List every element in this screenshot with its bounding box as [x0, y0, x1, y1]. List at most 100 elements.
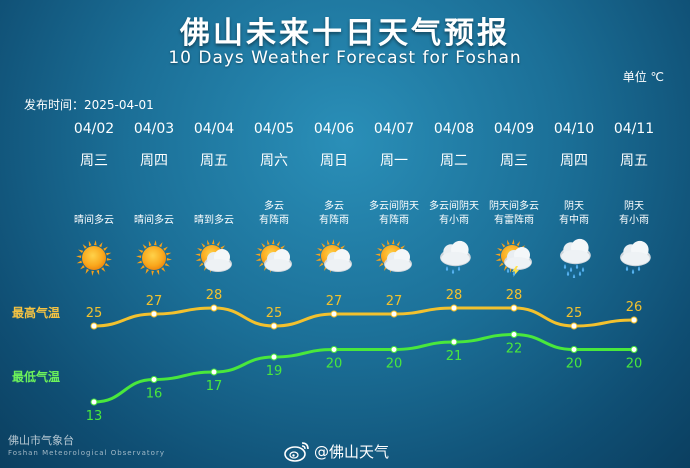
- high-temp-point: [150, 310, 158, 318]
- sun-cloud-icon: [254, 238, 294, 278]
- sun-cloud-icon: [194, 238, 234, 278]
- day-column: 04/11 周五 阴天 有小雨: [602, 120, 666, 275]
- unit-label: 单位 ℃: [622, 70, 664, 84]
- low-temp-point: [210, 368, 218, 376]
- high-temp-point: [90, 322, 98, 330]
- low-temp-point: [270, 353, 278, 361]
- day-description-line: 有阵雨: [379, 215, 409, 226]
- high-temp-point: [450, 304, 458, 312]
- day-weekday: 周二: [440, 153, 468, 169]
- day-date: 04/03: [133, 121, 175, 137]
- low-temp-point: [630, 346, 638, 353]
- day-description-line: 有小雨: [619, 215, 649, 226]
- high-temp-label: 最高气温: [12, 306, 61, 320]
- low-temp-point: [570, 346, 578, 353]
- high-temp-value-label: 25: [86, 306, 103, 321]
- low-temp-point: [150, 376, 158, 383]
- high-temp-point: [270, 322, 278, 330]
- day-weekday: 周三: [80, 153, 108, 169]
- low-temp-label: 最低气温: [12, 370, 61, 384]
- issue-date: 发布时间：2025-04-01: [24, 98, 154, 112]
- day-description-line: 阴天: [564, 201, 584, 212]
- day-date: 04/04: [193, 121, 235, 137]
- high-temp-value-label: 28: [206, 288, 223, 303]
- high-temp-point: [510, 304, 518, 312]
- day-date: 04/08: [433, 121, 475, 137]
- day-weekday: 周五: [200, 153, 228, 169]
- low-temp-value-label: 20: [566, 357, 583, 372]
- day-column: 04/06 周日 多云 有阵雨: [302, 120, 366, 273]
- high-temp-point: [210, 304, 218, 312]
- high-temp-value-label: 27: [386, 294, 403, 309]
- page-title: 佛山未来十日天气预报: [180, 16, 510, 51]
- day-description: 多云间阴天 有阵雨: [358, 198, 430, 228]
- low-temp-point: [510, 331, 518, 338]
- high-temp-point: [330, 310, 338, 318]
- low-temp-value-label: 16: [146, 387, 163, 402]
- day-date: 04/07: [373, 121, 415, 137]
- day-description: 多云 有阵雨: [238, 198, 310, 228]
- day-description-line: 有雷阵雨: [494, 215, 534, 226]
- day-weekday: 周六: [260, 153, 288, 169]
- day-description-line: 有阵雨: [259, 215, 289, 226]
- high-temp-value-label: 27: [326, 294, 343, 309]
- low-temp-point: [330, 346, 338, 353]
- observatory-name-en: Foshan Meteorological Observatory: [8, 449, 165, 457]
- low-temp-value-label: 13: [86, 409, 103, 424]
- day-description-line: 阴天间多云: [489, 201, 539, 212]
- high-temp-value-label: 28: [506, 288, 523, 303]
- high-temp-point: [390, 310, 398, 318]
- day-weekday: 周四: [560, 153, 588, 169]
- day-date: 04/11: [613, 121, 655, 137]
- day-description-line: 多云: [264, 201, 284, 212]
- low-temp-value-label: 17: [206, 379, 223, 394]
- high-temp-value-label: 26: [626, 300, 643, 315]
- day-description: 阴天间多云 有雷阵雨: [478, 198, 550, 228]
- day-description-line: 多云间阴天: [429, 201, 479, 212]
- day-column: 04/02 周三 晴间多云: [62, 120, 126, 276]
- low-temp-line: [93, 332, 634, 404]
- weibo-icon: [284, 442, 309, 462]
- day-date: 04/09: [493, 121, 535, 137]
- day-column: 04/05 周六 多云 有阵雨: [242, 120, 306, 273]
- low-temp-point: [450, 338, 458, 346]
- day-description: 晴间多云: [118, 198, 190, 228]
- observatory-name: 佛山市气象台: [8, 434, 74, 447]
- day-date: 04/06: [313, 121, 355, 137]
- sun-icon: [134, 238, 174, 278]
- day-weekday: 周一: [380, 153, 408, 169]
- day-description-line: 晴间多云: [74, 215, 114, 226]
- page-subtitle: 10 Days Weather Forecast for Foshan: [168, 48, 522, 68]
- low-temp-point: [90, 398, 98, 406]
- day-column: 04/08 周二 多云间阴天 有小雨: [422, 120, 486, 275]
- sun-cloud-icon: [314, 238, 354, 278]
- day-column: 04/04 周五 晴到多云: [182, 120, 246, 273]
- high-temp-value-label: 25: [566, 306, 583, 321]
- sun-thunder-icon: [494, 238, 534, 278]
- low-temp-value-label: 20: [386, 357, 403, 372]
- sun-icon: [74, 238, 114, 278]
- high-temp-line: [93, 306, 635, 328]
- day-column: 04/09 周三 阴天间多云 有雷阵雨: [482, 120, 546, 277]
- day-column: 04/10 周四 阴天 有中雨: [542, 120, 606, 280]
- day-description-line: 有中雨: [559, 215, 589, 226]
- high-temp-value-label: 27: [146, 294, 163, 309]
- day-description: 晴间多云: [58, 198, 130, 228]
- high-temp-point: [570, 322, 578, 330]
- day-column: 04/03 周四 晴间多云: [122, 120, 186, 276]
- sun-cloud-icon: [374, 238, 414, 278]
- day-description: 晴到多云: [178, 198, 250, 228]
- low-temp-value-label: 21: [446, 349, 463, 364]
- day-description-line: 多云: [324, 201, 344, 212]
- day-description: 阴天 有中雨: [538, 198, 610, 228]
- day-description-line: 有小雨: [439, 215, 469, 226]
- cloud-heavy-rain-icon: [554, 238, 594, 280]
- cloud-rain-icon: [614, 238, 654, 278]
- day-description: 多云间阴天 有小雨: [418, 198, 490, 228]
- day-description-line: 晴间多云: [134, 215, 174, 226]
- low-temp-value-label: 22: [506, 342, 523, 357]
- day-column: 04/07 周一 多云间阴天 有阵雨: [362, 120, 426, 273]
- cloud-rain-icon: [434, 238, 474, 278]
- low-temp-value-label: 20: [326, 357, 343, 372]
- day-description: 阴天 有小雨: [598, 198, 670, 228]
